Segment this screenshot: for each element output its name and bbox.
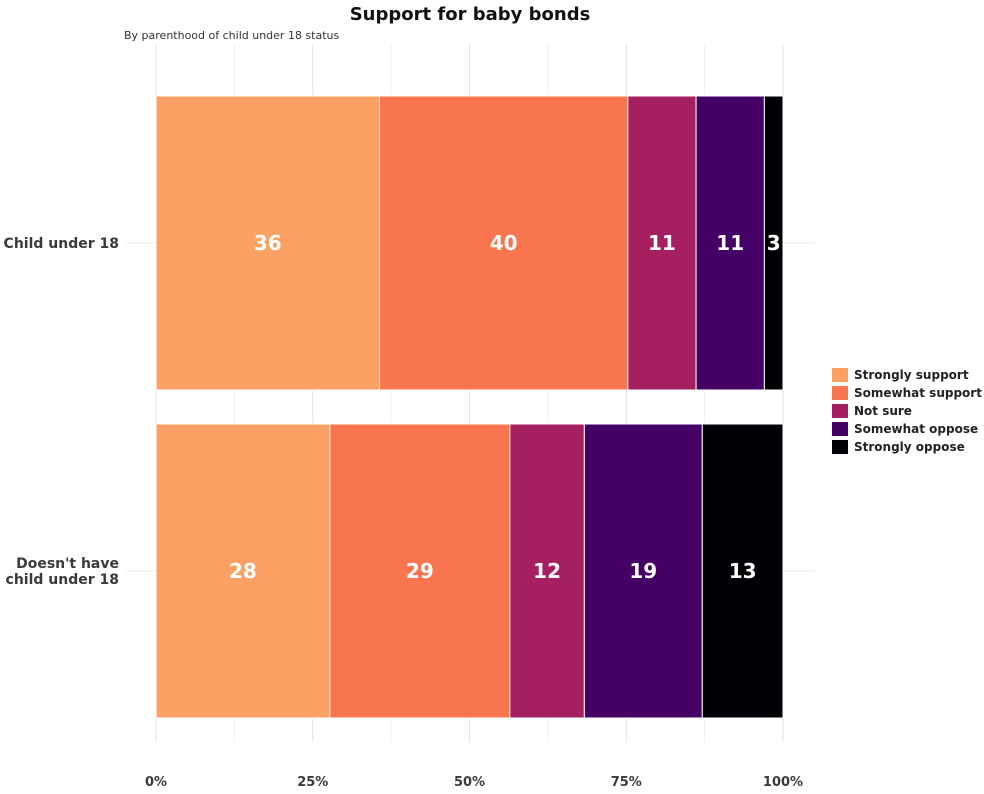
data-label: 40 xyxy=(490,231,518,255)
category-label: Child under 18 xyxy=(4,236,119,252)
legend-label: Somewhat oppose xyxy=(854,422,978,436)
data-labels: 36 40 11 11 3 28 29 12 19 13 xyxy=(229,231,781,583)
bar-segment xyxy=(155,423,331,719)
data-label: 3 xyxy=(767,231,781,255)
data-label: 13 xyxy=(729,559,757,583)
x-tick-label: 25% xyxy=(297,775,328,790)
x-tick-label: 100% xyxy=(763,775,803,790)
chart-title: Support for baby bonds xyxy=(350,4,591,25)
x-tick-label: 0% xyxy=(145,775,167,790)
bar-segment xyxy=(763,95,784,391)
legend-swatch xyxy=(832,440,848,454)
data-label: 36 xyxy=(254,231,282,255)
chart-subtitle: By parenthood of child under 18 status xyxy=(124,29,340,42)
bar-segment xyxy=(583,423,703,719)
legend-swatch xyxy=(832,368,848,382)
data-label: 11 xyxy=(648,231,676,255)
x-tick-label: 50% xyxy=(454,775,485,790)
bars xyxy=(155,95,784,719)
data-label: 11 xyxy=(716,231,744,255)
bar-segment xyxy=(701,423,784,719)
bar-segment xyxy=(329,423,511,719)
bar-segment xyxy=(155,95,380,391)
bar-segment xyxy=(509,423,585,719)
data-label: 19 xyxy=(629,559,657,583)
data-label: 12 xyxy=(533,559,561,583)
data-label: 28 xyxy=(229,559,257,583)
bar-segment xyxy=(695,95,765,391)
legend-label: Strongly oppose xyxy=(854,440,965,454)
y-axis: Child under 18 Doesn't have child under 18 xyxy=(4,236,119,588)
legend-label: Strongly support xyxy=(854,368,969,382)
legend: Strongly support Somewhat support Not sure… xyxy=(832,368,982,454)
legend-label: Not sure xyxy=(854,404,912,418)
bar-segment xyxy=(627,95,697,391)
category-label: Doesn't have child under 18 xyxy=(6,556,119,588)
legend-label: Somewhat support xyxy=(854,386,982,400)
x-axis: 0% 25% 50% 75% 100% xyxy=(145,775,803,790)
data-label: 29 xyxy=(406,559,434,583)
legend-swatch xyxy=(832,422,848,436)
x-tick-label: 75% xyxy=(611,775,642,790)
bar-segment xyxy=(378,95,629,391)
legend-swatch xyxy=(832,386,848,400)
legend-swatch xyxy=(832,404,848,418)
